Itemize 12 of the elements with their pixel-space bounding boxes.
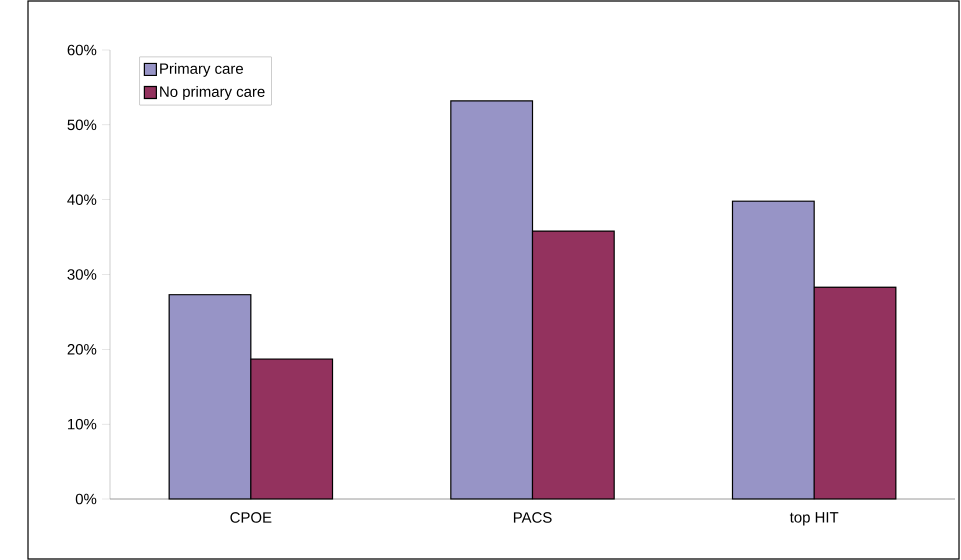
y-tick-label: 60%: [68, 44, 96, 56]
y-tick-label: 40%: [67, 194, 96, 205]
y-tick-label: 20%: [68, 344, 96, 355]
y-tick-label: 30%: [67, 269, 96, 280]
legend-label: Primary care: [160, 62, 243, 77]
x-tick-label: PACS: [514, 512, 552, 523]
legend-label: No primary care: [160, 86, 265, 100]
x-tick-label: CPOE: [230, 512, 272, 523]
y-tick-label: 10%: [68, 418, 96, 430]
x-tick-label: top HIT: [790, 512, 838, 526]
y-tick-label: 50%: [68, 120, 96, 130]
y-tick-label: 0%: [76, 494, 96, 504]
